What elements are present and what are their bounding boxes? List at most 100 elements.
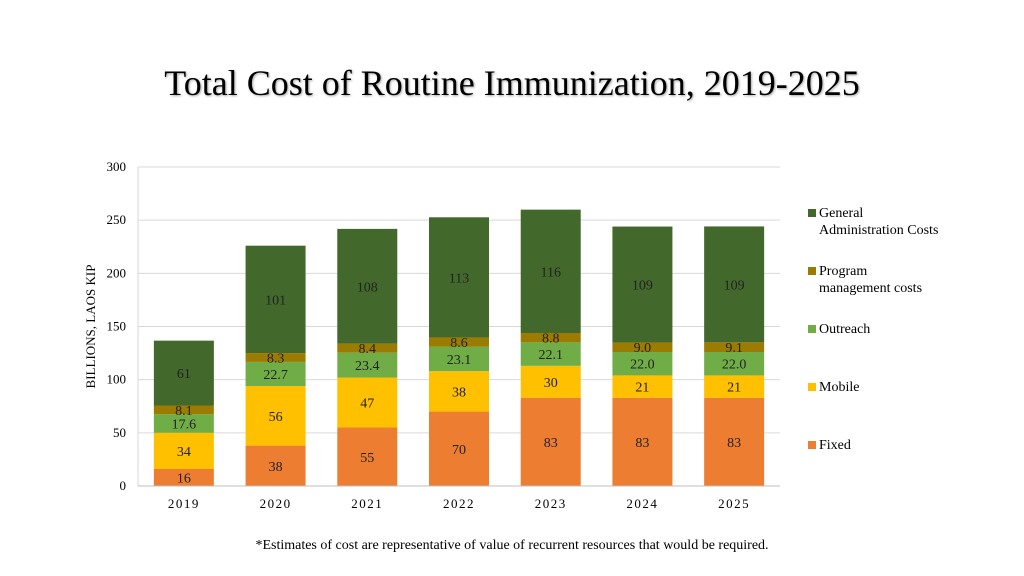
- data-label-mobile-2025: 21: [727, 381, 741, 396]
- data-label-outreach-2023: 22.1: [538, 348, 563, 363]
- data-label-outreach-2021: 23.4: [355, 359, 380, 374]
- data-label-fixed-2024: 83: [635, 436, 649, 451]
- x-tick-label: 2024: [626, 496, 658, 511]
- data-label-general-2019: 61: [177, 367, 191, 382]
- y-tick-label: 50: [113, 425, 126, 440]
- data-label-program-2022: 8.6: [450, 336, 468, 351]
- legend-label-line: General: [819, 206, 864, 221]
- bar-fixed-2022: [429, 411, 489, 486]
- data-label-program-2021: 8.4: [359, 342, 377, 357]
- bar-fixed-2024: [612, 397, 673, 486]
- data-label-mobile-2023: 30: [544, 376, 558, 391]
- data-label-fixed-2020: 38: [269, 460, 283, 475]
- legend-label-line: management costs: [819, 281, 923, 296]
- axes: 0 50 100 150 200 250 300 BILLIONS, LAOS KIP 2019…: [83, 159, 780, 511]
- data-label-outreach-2025: 22.0: [722, 358, 747, 373]
- slide-title: Total Cost of Routine Immunization, 2019…: [164, 63, 860, 103]
- legend-swatch: [808, 267, 816, 275]
- data-label-program-2024: 9.0: [634, 341, 652, 356]
- data-label-fixed-2023: 83: [544, 436, 558, 451]
- y-tick-label: 100: [107, 372, 127, 387]
- legend-label-line: Mobile: [819, 380, 860, 395]
- data-label-program-2023: 8.8: [542, 332, 560, 347]
- bar-program-2024: [612, 342, 673, 353]
- bar-outreach-2022: [429, 346, 489, 372]
- bar-outreach-2023: [520, 342, 581, 366]
- y-tick-label: 200: [107, 265, 127, 280]
- data-label-fixed-2021: 55: [360, 451, 374, 466]
- bar-general-2020: [245, 245, 306, 354]
- bar-outreach-2020: [245, 361, 306, 387]
- legend-item-outreach: Outreach: [808, 321, 978, 338]
- legend-label-line: Fixed: [819, 438, 851, 453]
- footnote: *Estimates of cost are representative of…: [255, 538, 769, 553]
- bar-fixed-2020: [245, 445, 306, 486]
- data-label-fixed-2025: 83: [727, 436, 741, 451]
- y-tick-label: 0: [120, 478, 127, 493]
- bar-general-2021: [337, 228, 398, 344]
- legend-label: Mobile: [819, 379, 859, 396]
- bar-mobile-2020: [245, 386, 306, 446]
- bar-general-2019: [153, 340, 214, 406]
- bar-program-2022: [429, 337, 489, 347]
- data-label-mobile-2024: 21: [635, 381, 649, 396]
- x-tick-label: 2019: [168, 496, 200, 511]
- legend-swatch: [808, 209, 816, 217]
- legend-item-program: Program management costs: [808, 263, 978, 297]
- bar-program-2025: [704, 342, 765, 353]
- data-label-outreach-2019: 17.6: [172, 417, 197, 432]
- legend-label: General Administration Costs: [819, 205, 938, 239]
- bar-outreach-2024: [612, 352, 673, 376]
- y-tick-label: 150: [107, 319, 127, 334]
- legend-label: Program management costs: [819, 263, 922, 297]
- bars: [153, 209, 765, 486]
- bar-general-2022: [429, 217, 489, 338]
- legend-label-line: Administration Costs: [819, 223, 939, 238]
- data-label-fixed-2022: 70: [452, 443, 466, 458]
- data-label-general-2024: 109: [632, 278, 653, 293]
- legend-label-line: Program: [819, 264, 868, 279]
- data-label-program-2019: 8.1: [175, 404, 193, 419]
- data-label-general-2023: 116: [540, 265, 560, 280]
- legend-swatch: [808, 325, 816, 333]
- legend-item-mobile: Mobile: [808, 379, 978, 396]
- bar-program-2023: [520, 332, 581, 343]
- bar-mobile-2024: [612, 375, 673, 398]
- data-label-program-2025: 9.1: [725, 341, 743, 356]
- data-label-outreach-2020: 22.7: [263, 368, 288, 383]
- bar-outreach-2021: [337, 352, 398, 378]
- data-label-program-2020: 8.3: [267, 351, 285, 366]
- data-label-fixed-2019: 16: [177, 471, 191, 486]
- bar-fixed-2019: [153, 468, 214, 486]
- bar-general-2024: [612, 226, 673, 343]
- bar-fixed-2023: [520, 397, 581, 486]
- data-label-mobile-2020: 56: [269, 410, 283, 425]
- y-axis-title: BILLIONS, LAOS KIP: [83, 265, 98, 389]
- x-tick-label: 2023: [535, 496, 567, 511]
- data-label-general-2025: 109: [724, 278, 745, 293]
- bar-program-2020: [245, 353, 306, 362]
- bar-fixed-2025: [704, 397, 765, 486]
- bar-fixed-2021: [337, 427, 398, 486]
- x-tick-label: 2025: [718, 496, 750, 511]
- legend-label: Fixed: [819, 437, 851, 454]
- bar-program-2019: [153, 405, 214, 415]
- legend-item-fixed: Fixed: [808, 437, 978, 454]
- bar-program-2021: [337, 343, 398, 353]
- bar-mobile-2025: [704, 375, 765, 398]
- data-labels: 16 34 17.68.1 61 38 56 22.7 8.3 101 55 47 23.4 8.4 10…: [172, 265, 747, 486]
- legend-swatch: [808, 441, 816, 449]
- bar-outreach-2025: [704, 352, 765, 376]
- x-tick-label: 2020: [260, 496, 292, 511]
- legend-item-general: General Administration Costs: [808, 205, 978, 239]
- bar-mobile-2019: [153, 432, 214, 469]
- legend-label-line: Outreach: [819, 322, 871, 337]
- legend-label: Outreach: [819, 321, 870, 338]
- bar-general-2025: [704, 226, 765, 343]
- data-label-general-2022: 113: [449, 271, 469, 286]
- bar-mobile-2022: [429, 371, 489, 412]
- data-label-general-2021: 108: [357, 280, 378, 295]
- data-label-mobile-2019: 34: [177, 445, 191, 460]
- data-label-outreach-2022: 23.1: [447, 353, 472, 368]
